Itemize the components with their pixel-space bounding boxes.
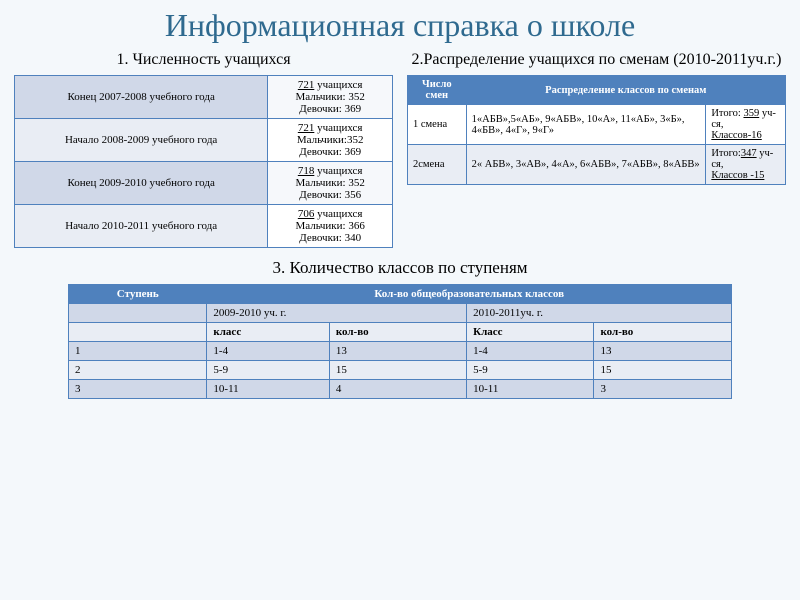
section-1: 1. Численность учащихся Конец 2007-2008 …: [14, 49, 393, 248]
enrollment-period: Начало 2008-2009 учебного года: [15, 119, 268, 162]
enrollment-period: Конец 2007-2008 учебного года: [15, 76, 268, 119]
section-3-heading: 3. Количество классов по ступеням: [14, 258, 786, 278]
table-cell: 13: [329, 342, 466, 361]
table-cell: 1-4: [467, 342, 594, 361]
enrollment-data: 718 учащихсяМальчики: 352Девочки: 356: [268, 162, 393, 205]
shift-classes: 1«АБВ»,5«АБ», 9«АБВ», 10«А», 11«АБ», 3«Б…: [466, 105, 706, 145]
table-cell: 15: [329, 361, 466, 380]
table-cell: 1-4: [207, 342, 329, 361]
table-cell: 10-11: [467, 380, 594, 399]
shift-name: 1 смена: [408, 105, 467, 145]
table-shifts: Число сменРаспределение классов по смена…: [407, 75, 786, 185]
col-class-count: Кол-во общеобразовательных классов: [207, 285, 732, 304]
enrollment-period: Конец 2009-2010 учебного года: [15, 162, 268, 205]
table-cell: 5-9: [467, 361, 594, 380]
table-cell: 3: [594, 380, 731, 399]
shift-summary: Итого: 359 уч-ся,Классов-16: [706, 105, 786, 145]
table-cell: 5-9: [207, 361, 329, 380]
table-cell: 15: [594, 361, 731, 380]
year-2009-2010: 2009-2010 уч. г.: [207, 304, 467, 323]
blank-cell: [69, 304, 207, 323]
section-2: 2.Распределение учащихся по сменам (2010…: [407, 49, 786, 185]
table-cell: 2: [69, 361, 207, 380]
subheader-cell: кол-во: [329, 323, 466, 342]
shift-classes: 2« АБВ», 3«АВ», 4«А», 6«АБВ», 7«АБВ», 8«…: [466, 145, 706, 185]
section-1-heading: 1. Численность учащихся: [14, 51, 393, 69]
subheader-cell: кол-во: [594, 323, 731, 342]
table-cell: 4: [329, 380, 466, 399]
table-enrollment: Конец 2007-2008 учебного года721 учащихс…: [14, 75, 393, 248]
section-2-heading: 2.Распределение учащихся по сменам (2010…: [407, 51, 786, 69]
col-shift-count: Число смен: [408, 76, 467, 105]
col-shift-distribution: Распределение классов по сменам: [466, 76, 785, 105]
enrollment-data: 721 учащихсяМальчики:352Девочки: 369: [268, 119, 393, 162]
table-levels: СтупеньКол-во общеобразовательных классо…: [68, 284, 732, 399]
slide: Информационная справка о школе 1. Числен…: [0, 0, 800, 600]
col-level: Ступень: [69, 285, 207, 304]
subheader-cell: класс: [207, 323, 329, 342]
shift-name: 2смена: [408, 145, 467, 185]
table-cell: 10-11: [207, 380, 329, 399]
section-3: 3. Количество классов по ступеням Ступен…: [14, 258, 786, 399]
page-title: Информационная справка о школе: [14, 8, 786, 43]
table-cell: 13: [594, 342, 731, 361]
top-row: 1. Численность учащихся Конец 2007-2008 …: [14, 49, 786, 248]
subheader-cell: Класс: [467, 323, 594, 342]
table-cell: 1: [69, 342, 207, 361]
enrollment-data: 721 учащихсяМальчики: 352Девочки: 369: [268, 76, 393, 119]
enrollment-data: 706 учащихсяМальчики: 366Девочки: 340: [268, 205, 393, 248]
table-cell: 3: [69, 380, 207, 399]
year-2010-2011: 2010-2011уч. г.: [467, 304, 732, 323]
shift-summary: Итого:347 уч-ся,Классов -15: [706, 145, 786, 185]
blank-cell: [69, 323, 207, 342]
enrollment-period: Начало 2010-2011 учебного года: [15, 205, 268, 248]
